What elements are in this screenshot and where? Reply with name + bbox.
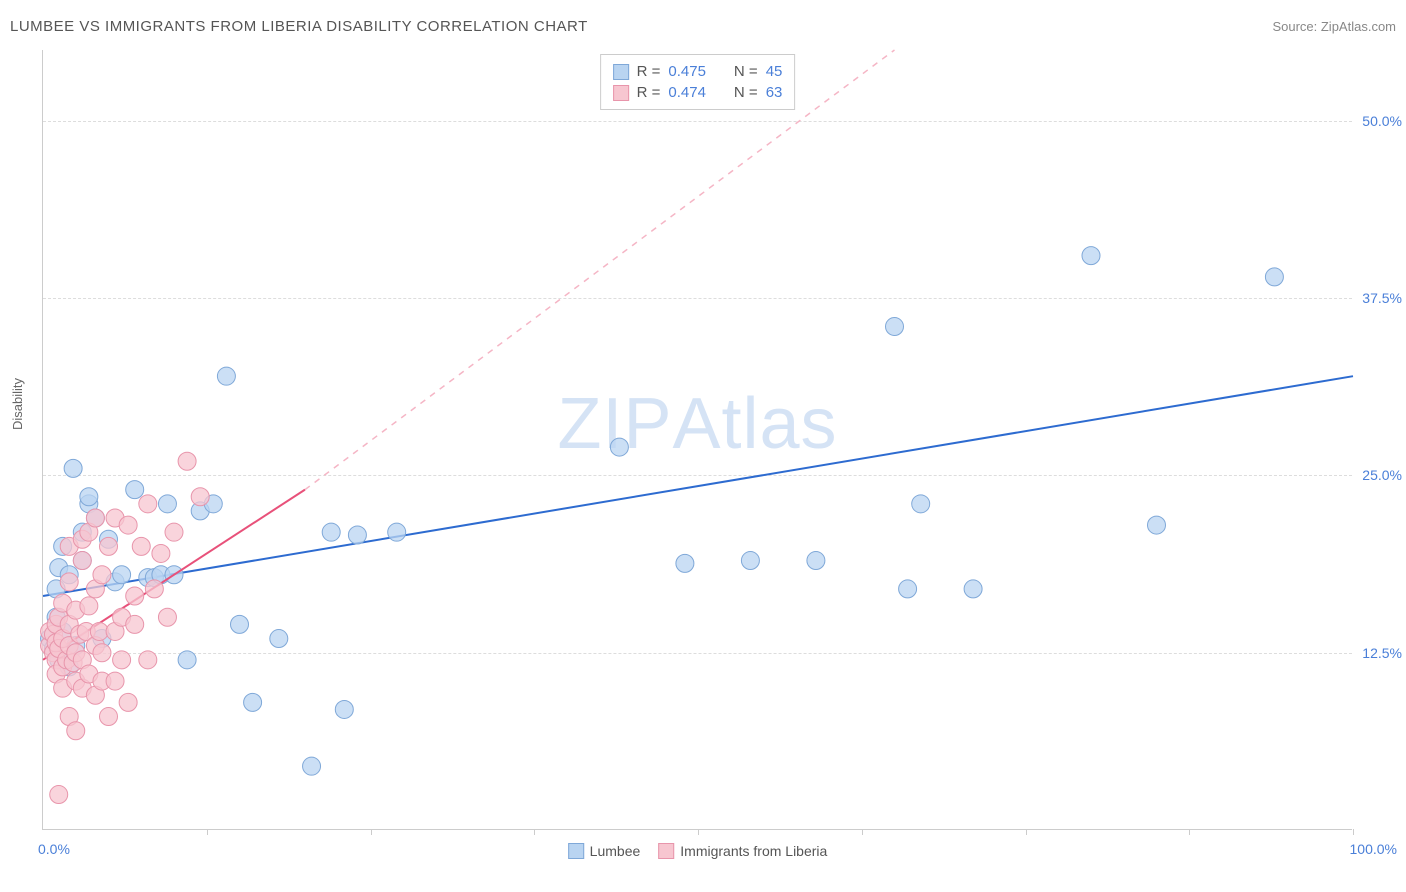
scatter-svg <box>43 50 1352 829</box>
x-axis-max-label: 100.0% <box>1350 841 1397 857</box>
x-tick <box>371 829 372 835</box>
x-tick <box>698 829 699 835</box>
data-point <box>217 367 235 385</box>
data-point <box>231 615 249 633</box>
data-point <box>158 608 176 626</box>
chart-title: LUMBEE VS IMMIGRANTS FROM LIBERIA DISABI… <box>10 18 588 35</box>
data-point <box>80 597 98 615</box>
data-point <box>126 615 144 633</box>
data-point <box>178 651 196 669</box>
data-point <box>139 651 157 669</box>
legend-row: R = 0.475 N = 45 <box>613 61 783 82</box>
data-point <box>807 552 825 570</box>
data-point <box>132 537 150 555</box>
r-label: R = <box>637 63 661 80</box>
data-point <box>610 438 628 456</box>
data-point <box>113 651 131 669</box>
correlation-legend: R = 0.475 N = 45 R = 0.474 N = 63 <box>600 54 796 110</box>
data-point <box>60 573 78 591</box>
data-point <box>886 318 904 336</box>
legend-swatch <box>658 843 674 859</box>
data-point <box>178 452 196 470</box>
data-point <box>126 481 144 499</box>
data-point <box>964 580 982 598</box>
n-label: N = <box>734 63 758 80</box>
data-point <box>86 509 104 527</box>
data-point <box>113 566 131 584</box>
x-tick <box>862 829 863 835</box>
data-point <box>126 587 144 605</box>
data-point <box>335 700 353 718</box>
legend-label: Immigrants from Liberia <box>680 843 827 859</box>
data-point <box>348 526 366 544</box>
data-point <box>50 786 68 804</box>
data-point <box>270 630 288 648</box>
data-point <box>322 523 340 541</box>
legend-label: Lumbee <box>590 843 641 859</box>
series-legend: Lumbee Immigrants from Liberia <box>568 843 828 859</box>
data-point <box>93 566 111 584</box>
y-tick-label: 37.5% <box>1362 290 1402 306</box>
legend-swatch <box>613 64 629 80</box>
data-point <box>100 537 118 555</box>
r-label: R = <box>637 84 661 101</box>
data-point <box>165 523 183 541</box>
r-value: 0.474 <box>668 84 706 101</box>
data-point <box>1265 268 1283 286</box>
y-axis-label: Disability <box>10 378 25 430</box>
data-point <box>1082 247 1100 265</box>
legend-item: Immigrants from Liberia <box>658 843 827 859</box>
y-tick-label: 50.0% <box>1362 113 1402 129</box>
data-point <box>191 488 209 506</box>
y-tick-label: 25.0% <box>1362 467 1402 483</box>
data-point <box>676 554 694 572</box>
legend-item: Lumbee <box>568 843 641 859</box>
trend-line-dashed <box>305 50 895 490</box>
x-tick <box>207 829 208 835</box>
data-point <box>158 495 176 513</box>
x-axis-min-label: 0.0% <box>38 841 70 857</box>
data-point <box>106 672 124 690</box>
legend-swatch <box>568 843 584 859</box>
x-tick <box>1353 829 1354 835</box>
data-point <box>119 516 137 534</box>
data-point <box>100 708 118 726</box>
data-point <box>80 488 98 506</box>
data-point <box>912 495 930 513</box>
source-attribution: Source: ZipAtlas.com <box>1272 19 1396 34</box>
n-value: 63 <box>766 84 783 101</box>
x-tick <box>534 829 535 835</box>
trend-line <box>43 376 1353 596</box>
data-point <box>145 580 163 598</box>
chart-header: LUMBEE VS IMMIGRANTS FROM LIBERIA DISABI… <box>10 18 1396 35</box>
data-point <box>73 552 91 570</box>
data-point <box>388 523 406 541</box>
data-point <box>152 544 170 562</box>
legend-row: R = 0.474 N = 63 <box>613 82 783 103</box>
y-tick-label: 12.5% <box>1362 645 1402 661</box>
data-point <box>1148 516 1166 534</box>
legend-swatch <box>613 85 629 101</box>
data-point <box>139 495 157 513</box>
n-value: 45 <box>766 63 783 80</box>
data-point <box>303 757 321 775</box>
n-label: N = <box>734 84 758 101</box>
r-value: 0.475 <box>668 63 706 80</box>
data-point <box>67 722 85 740</box>
data-point <box>119 693 137 711</box>
data-point <box>93 644 111 662</box>
x-tick <box>1026 829 1027 835</box>
x-tick <box>1189 829 1190 835</box>
data-point <box>244 693 262 711</box>
chart-plot-area: ZIPAtlas 12.5%25.0%37.5%50.0% R =0.475N … <box>42 50 1352 830</box>
data-point <box>741 552 759 570</box>
data-point <box>899 580 917 598</box>
data-point <box>64 459 82 477</box>
